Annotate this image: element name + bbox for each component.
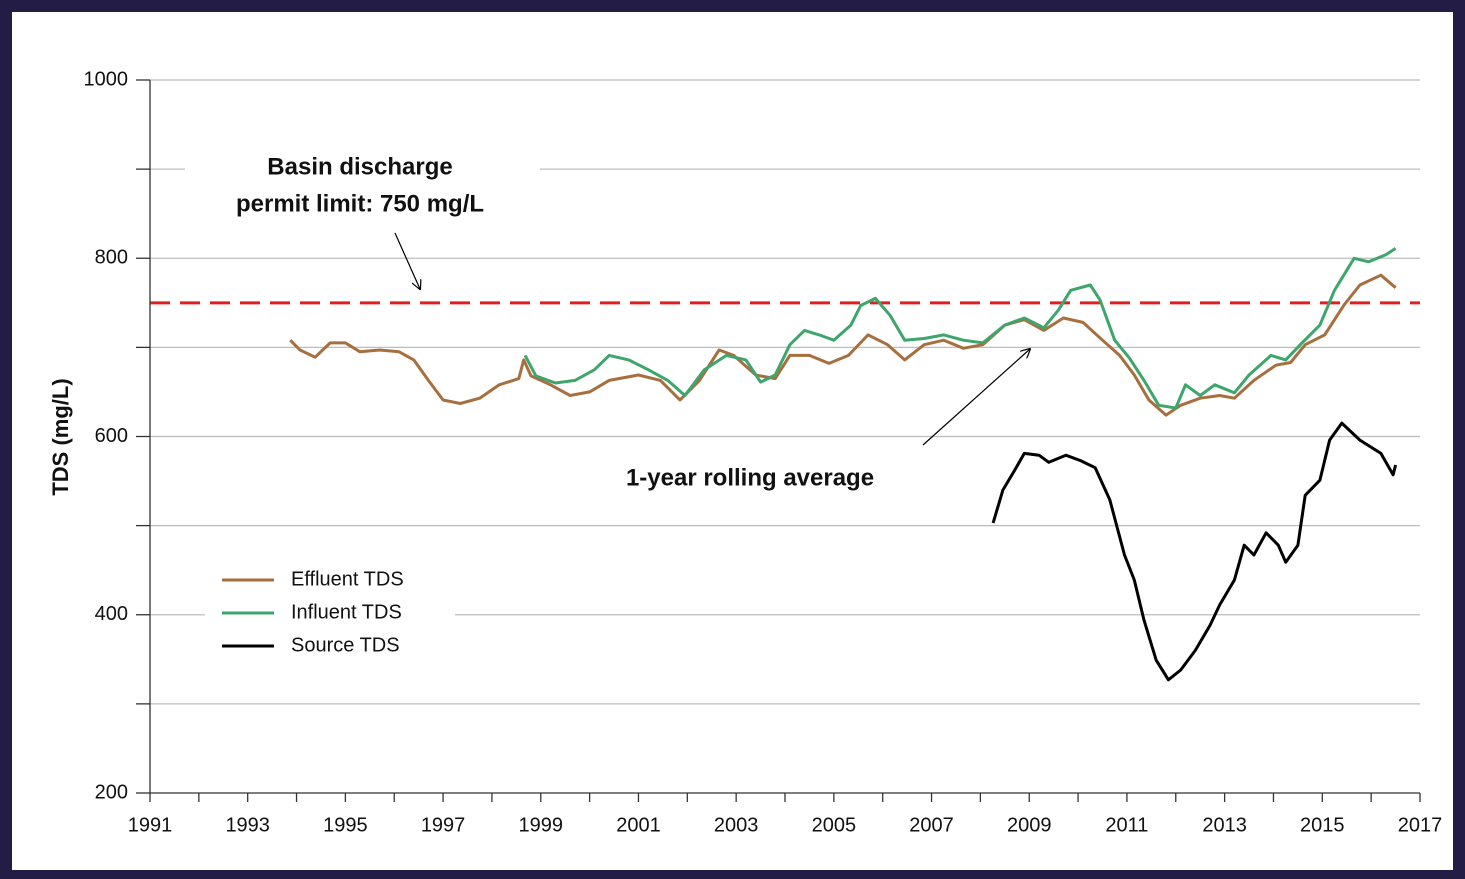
annotation-arrow	[922, 349, 1030, 446]
legend-label: Effluent TDS	[291, 568, 404, 590]
x-tick-label: 2009	[1007, 814, 1052, 836]
x-tick-label: 1995	[323, 814, 368, 836]
y-tick-label: 600	[95, 425, 128, 447]
x-tick-label: 2001	[616, 814, 661, 836]
series-line	[523, 247, 1397, 410]
legend-box	[205, 560, 455, 670]
x-tick-label: 1993	[225, 814, 270, 836]
x-tick-label: 2011	[1105, 814, 1148, 836]
legend-label: Influent TDS	[291, 601, 402, 623]
x-tick-label: 2013	[1202, 814, 1247, 836]
plot	[150, 247, 1420, 682]
x-tick-label: 1991	[128, 814, 173, 836]
x-tick-label: 2005	[812, 814, 857, 836]
series-line	[289, 273, 1397, 417]
y-tick-label: 800	[95, 247, 128, 269]
annotation-box	[185, 150, 540, 228]
x-tick-label: 1999	[519, 814, 564, 836]
legend-label: Source TDS	[291, 634, 400, 656]
x-tick-label: 2003	[714, 814, 759, 836]
x-tick-label: 2007	[909, 814, 954, 836]
annotation-arrow	[394, 232, 420, 289]
y-tick-label: 200	[95, 781, 128, 803]
x-tick-label: 2015	[1300, 814, 1345, 836]
x-tick-label: 2017	[1398, 814, 1443, 836]
x-tick-label: 1997	[421, 814, 466, 836]
annotation: permit limit: 750 mg/L	[236, 190, 484, 217]
y-axis-label: TDS (mg/L)	[48, 378, 73, 495]
annotation: Basin discharge	[267, 153, 452, 180]
series-line	[991, 421, 1398, 682]
y-tick-label: 400	[95, 603, 128, 625]
y-tick-label: 1000	[84, 68, 129, 90]
annotation: 1-year rolling average	[626, 464, 874, 491]
